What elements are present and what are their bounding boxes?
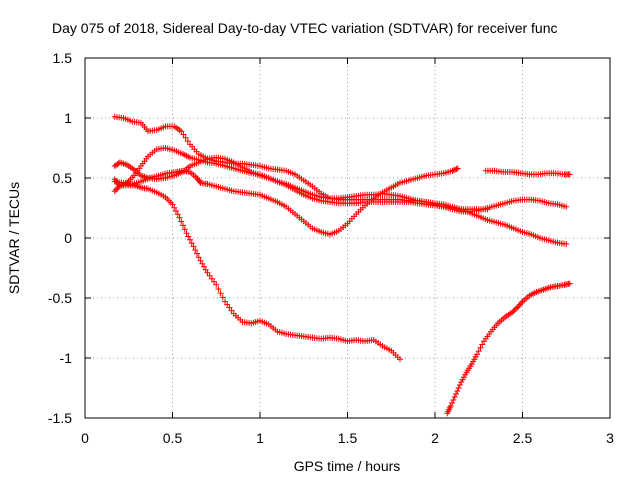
data-point xyxy=(512,305,519,312)
data-point xyxy=(566,171,573,178)
data-point xyxy=(178,218,185,225)
data-point xyxy=(185,233,192,240)
data-point xyxy=(113,186,120,193)
data-point xyxy=(454,165,461,172)
y-tick-label: -0.5 xyxy=(48,290,72,306)
data-point xyxy=(213,281,220,288)
chart-title: Day 075 of 2018, Sidereal Day-to-day VTE… xyxy=(52,20,558,36)
data-point xyxy=(173,208,179,214)
data-point xyxy=(190,243,197,250)
data-point xyxy=(180,131,187,138)
data-point xyxy=(180,222,186,229)
x-tick-label: 0.5 xyxy=(163,430,183,446)
data-point xyxy=(192,247,199,253)
x-tick-label: 1 xyxy=(256,430,264,446)
x-tick-label: 3 xyxy=(606,430,614,446)
data-point xyxy=(188,240,195,247)
data-point xyxy=(449,400,456,406)
series-sat-d xyxy=(111,182,403,363)
data-point xyxy=(454,388,461,394)
x-tick-label: 1.5 xyxy=(338,430,358,446)
x-tick-label: 2 xyxy=(431,430,439,446)
tick-labels: 0 0.5 1 1.5 2 2.5 3 -1.5 -1 -0.5 0 0.5 1 1.5 xyxy=(48,50,614,446)
data-point xyxy=(479,341,486,348)
data-point xyxy=(452,166,459,173)
data-point xyxy=(456,382,463,388)
data-point xyxy=(397,356,403,363)
y-axis-label: SDTVAR / TECUs xyxy=(6,182,22,294)
data-point xyxy=(450,167,457,174)
data-point xyxy=(183,230,190,237)
y-tick-label: 1 xyxy=(64,110,72,126)
data-point xyxy=(516,301,523,308)
data-point xyxy=(474,351,480,358)
data-point xyxy=(477,344,484,351)
data-point xyxy=(176,214,183,221)
series-sat-c xyxy=(111,145,570,247)
data-point xyxy=(182,134,189,141)
series-sat-e xyxy=(111,165,461,238)
data-point xyxy=(217,290,224,297)
data-point xyxy=(566,280,573,287)
data-point xyxy=(178,128,185,135)
data-point xyxy=(181,226,188,233)
data-point xyxy=(563,203,570,210)
data-point xyxy=(453,166,460,172)
series-sat-f xyxy=(482,167,573,178)
data-point xyxy=(455,385,462,391)
data-point xyxy=(184,138,191,145)
y-tick-label: 0.5 xyxy=(53,170,73,186)
y-tick-label: 0 xyxy=(64,230,72,246)
y-tick-label: 1.5 xyxy=(53,50,73,66)
x-tick-label: 2.5 xyxy=(513,430,533,446)
data-point xyxy=(187,236,193,243)
data-point xyxy=(194,250,200,257)
x-axis-label: GPS time / hours xyxy=(294,458,401,474)
data-point xyxy=(451,394,458,400)
axis-ticks xyxy=(84,57,611,419)
data-point xyxy=(484,206,491,213)
data-point xyxy=(111,188,118,195)
data-points xyxy=(111,113,573,417)
y-tick-label: -1 xyxy=(60,350,73,366)
x-tick-label: 0 xyxy=(81,430,89,446)
data-point xyxy=(174,211,181,218)
data-point xyxy=(475,348,482,355)
data-point xyxy=(215,286,222,292)
series-sat-g xyxy=(444,280,573,417)
data-point xyxy=(450,397,457,403)
grid xyxy=(85,58,610,418)
data-point xyxy=(518,300,525,307)
data-point xyxy=(453,391,459,397)
data-point xyxy=(515,303,522,310)
data-point xyxy=(171,204,178,211)
data-point xyxy=(195,254,202,261)
data-point xyxy=(447,403,454,409)
data-point xyxy=(449,167,456,174)
data-point xyxy=(169,201,176,208)
y-tick-label: -1.5 xyxy=(48,410,72,426)
data-point xyxy=(219,294,226,301)
data-point xyxy=(563,241,570,247)
